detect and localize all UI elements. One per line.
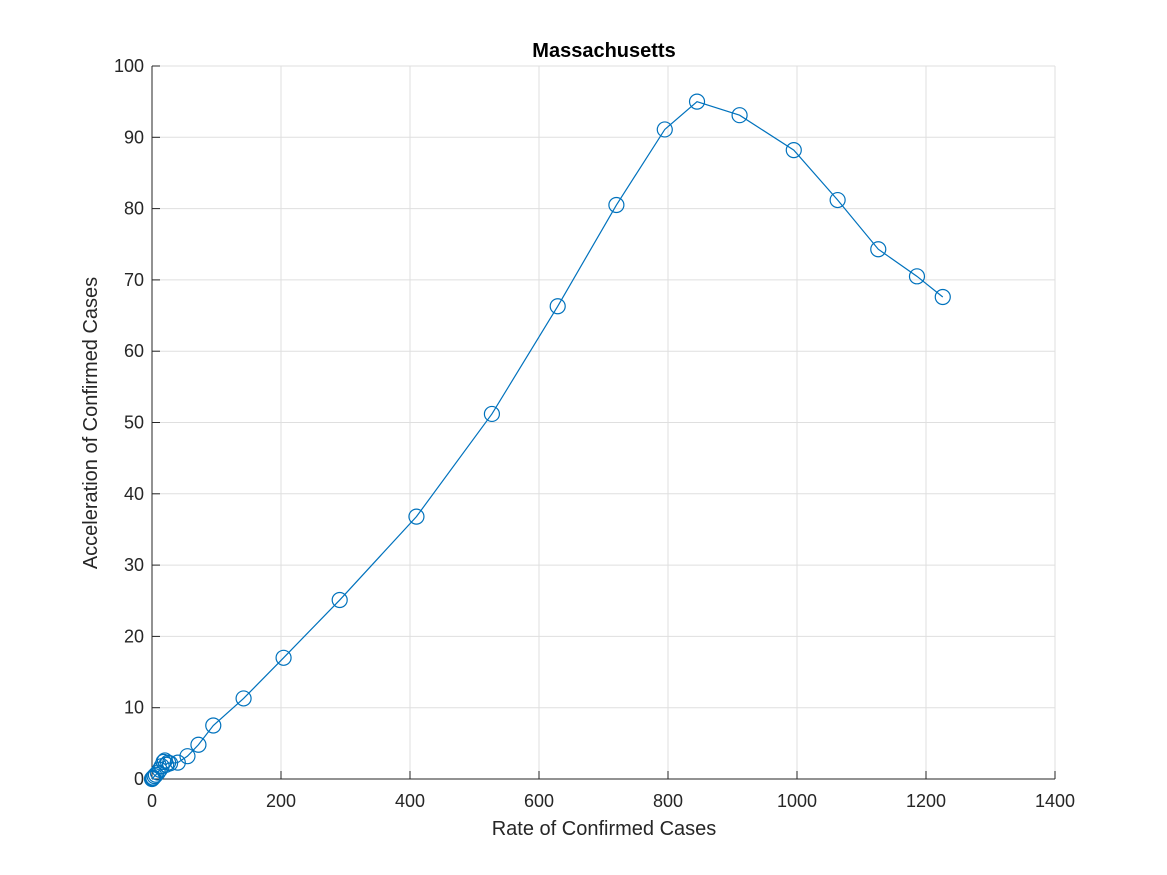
- data-point: [408, 508, 425, 525]
- y-tick-label: 100: [114, 56, 144, 76]
- y-tick-label: 80: [124, 199, 144, 219]
- data-point: [934, 288, 951, 306]
- x-tick-label: 0: [147, 791, 157, 811]
- data-point: [179, 748, 196, 765]
- data-point: [169, 754, 186, 771]
- x-axis-title: Rate of Confirmed Cases: [492, 818, 717, 840]
- data-point: [908, 268, 926, 285]
- data-point: [870, 241, 887, 258]
- data-point: [656, 121, 673, 138]
- tick-labels: 0 200 400 600 800 1000 1200 1400 0 10 20 30 40 50 60 70…: [114, 56, 1075, 811]
- data-point: [731, 107, 748, 124]
- x-tick-label: 1200: [906, 791, 946, 811]
- data-point: [331, 591, 348, 609]
- data-point: [155, 753, 172, 770]
- data-point: [785, 142, 802, 159]
- data-point: [829, 191, 846, 209]
- chart-title: Massachusetts: [532, 40, 675, 62]
- x-tick-label: 800: [653, 791, 683, 811]
- data-point: [608, 196, 625, 214]
- x-tick-label: 1400: [1035, 791, 1075, 811]
- data-point: [275, 649, 292, 666]
- data-point: [147, 766, 164, 783]
- x-tick-label: 1000: [777, 791, 817, 811]
- y-tick-label: 60: [124, 341, 144, 361]
- data-point: [205, 717, 222, 734]
- data-point: [483, 405, 501, 423]
- data-point: [688, 93, 706, 110]
- y-tick-label: 40: [124, 484, 144, 504]
- x-tick-label: 200: [266, 791, 296, 811]
- series: [143, 93, 951, 788]
- y-tick-label: 50: [124, 413, 144, 433]
- axes: [151, 65, 1056, 780]
- grid: [151, 65, 1056, 780]
- y-axis-title: Acceleration of Confirmed Cases: [80, 277, 102, 569]
- data-point: [549, 298, 566, 315]
- data-point: [235, 690, 252, 707]
- y-tick-label: 10: [124, 698, 144, 718]
- y-tick-label: 20: [124, 626, 144, 646]
- x-tick-label: 600: [524, 791, 554, 811]
- data-point: [190, 736, 207, 753]
- y-tick-label: 0: [134, 769, 144, 789]
- y-tick-label: 70: [124, 270, 144, 290]
- x-tick-label: 400: [395, 791, 425, 811]
- y-tick-label: 90: [124, 127, 144, 147]
- data-point: [161, 755, 179, 772]
- y-tick-label: 30: [124, 555, 144, 575]
